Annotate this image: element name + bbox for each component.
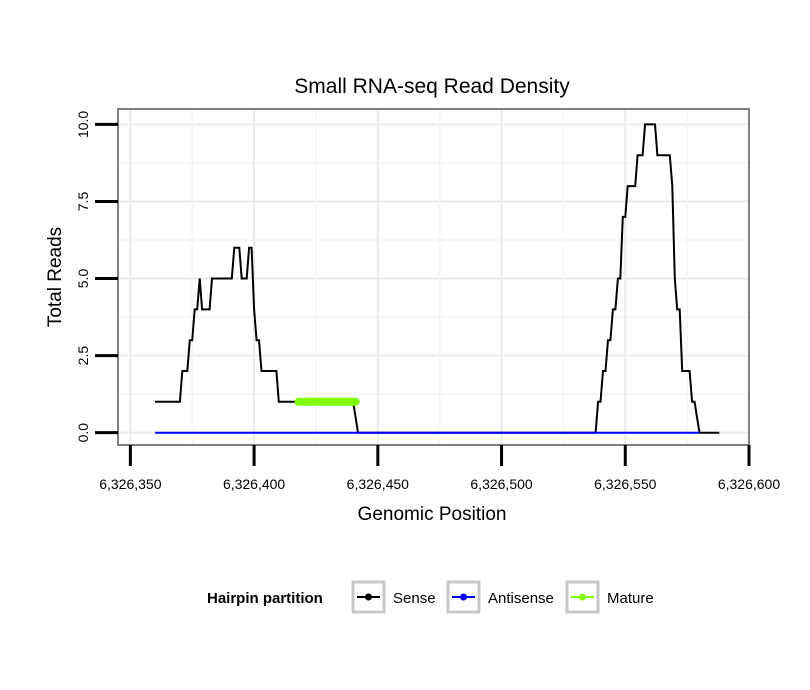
plot-panel: [117, 108, 750, 446]
x-tick-label: 6,326,500: [470, 476, 532, 492]
legend-label-sense: Sense: [393, 590, 436, 607]
y-axis: 0.0 2.5 5.0 7.5 10.0: [75, 111, 118, 443]
panel-background: [118, 109, 749, 445]
legend-item-mature: Mature: [565, 580, 654, 614]
panel-border: [117, 108, 750, 446]
legend-label-mature: Mature: [607, 590, 654, 607]
grid-lines: [118, 109, 749, 445]
legend: Hairpin partition Sense Antisense Mature: [207, 580, 654, 614]
y-tick-label: 5.0: [75, 269, 91, 289]
x-axis-label: Genomic Position: [358, 504, 507, 525]
legend-dot-antisense: [460, 593, 467, 601]
legend-item-sense: Sense: [351, 580, 436, 614]
chart-title: Small RNA-seq Read Density: [294, 75, 570, 98]
legend-title: Hairpin partition: [207, 590, 323, 607]
y-axis-label: Total Reads: [45, 227, 66, 327]
y-tick-label: 2.5: [75, 346, 91, 366]
x-tick-label: 6,326,600: [718, 476, 780, 492]
x-tick-label: 6,326,350: [99, 476, 161, 492]
y-tick-label: 7.5: [75, 192, 91, 212]
legend-dot-sense: [365, 593, 372, 601]
y-tick-label: 0.0: [75, 423, 91, 443]
x-tick-label: 6,326,550: [594, 476, 656, 492]
x-tick-label: 6,326,450: [347, 476, 409, 492]
y-tick-label: 10.0: [75, 111, 91, 138]
series-line-sense: [155, 123, 720, 434]
x-axis: 6,326,350 6,326,400 6,326,450 6,326,500 6,32…: [99, 445, 780, 492]
legend-item-antisense: Antisense: [446, 580, 554, 614]
series-lines: [155, 123, 720, 434]
legend-dot-mature: [579, 593, 586, 601]
legend-label-antisense: Antisense: [488, 590, 554, 607]
x-tick-label: 6,326,400: [223, 476, 285, 492]
